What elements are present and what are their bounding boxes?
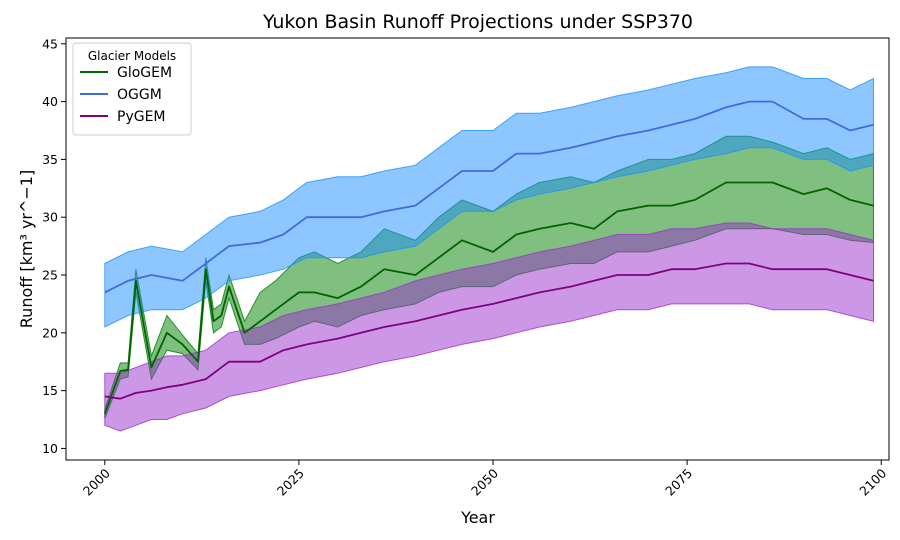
y-tick-label: 20 xyxy=(42,325,58,340)
x-tick-label: 2025 xyxy=(274,466,307,499)
x-tick-label: 2100 xyxy=(856,465,889,498)
x-tick-label: 2050 xyxy=(468,465,501,498)
oggm-median-line xyxy=(104,100,874,294)
plot-frame xyxy=(65,37,890,461)
legend: Glacier Models GloGEM OGGM PyGEM xyxy=(72,42,192,136)
x-axis-label: Year xyxy=(460,508,495,527)
chart-title: Yukon Basin Runoff Projections under SSP… xyxy=(262,11,693,33)
y-tick-label: 35 xyxy=(42,152,58,167)
glogem-legend-label: GloGEM xyxy=(117,65,172,81)
glogem-median-line xyxy=(103,181,874,415)
y-tick-label: 30 xyxy=(42,210,58,225)
pygem-legend-label: PyGEM xyxy=(117,109,166,125)
x-tick-label: 2075 xyxy=(662,466,695,499)
x-axis: 2000 2025 2050 2075 2100 xyxy=(80,460,889,499)
y-axis-label: Runoff [km³ yr^−1] xyxy=(17,170,36,328)
pygem-range-band xyxy=(104,222,874,432)
y-tick-label: 15 xyxy=(42,383,58,398)
x-tick-label: 2000 xyxy=(80,465,113,498)
oggm-legend-label: OGGM xyxy=(117,87,162,103)
y-tick-label: 25 xyxy=(42,268,58,283)
legend-box xyxy=(72,42,192,136)
y-axis: 10 15 20 25 30 35 40 45 xyxy=(42,36,66,456)
oggm-range-band xyxy=(104,66,874,328)
y-tick-label: 45 xyxy=(42,36,58,51)
y-tick-label: 10 xyxy=(42,441,58,456)
plot-area xyxy=(103,66,874,432)
legend-title: Glacier Models xyxy=(88,49,176,63)
y-tick-label: 40 xyxy=(42,94,58,109)
pygem-median-line xyxy=(104,262,874,400)
